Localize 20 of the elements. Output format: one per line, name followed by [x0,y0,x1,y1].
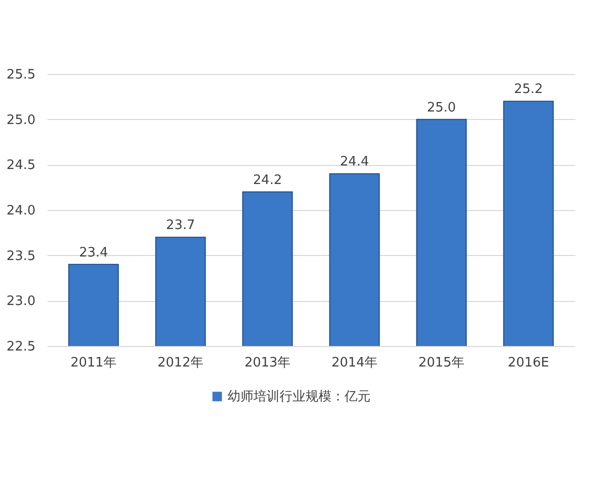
y-tick-label: 25.0 [6,112,36,128]
data-label: 23.4 [79,245,108,260]
data-label: 24.2 [253,172,282,188]
data-label: 25.2 [514,82,543,98]
data-label: 25.0 [427,100,456,116]
x-tick-label: 2016E [508,356,550,370]
x-tick-label: 2012年 [157,356,204,370]
y-tick-label: 25.5 [6,68,36,82]
x-tick-label: 2015年 [418,356,465,370]
data-label: 23.7 [166,218,195,234]
x-tick-label: 2014年 [331,356,378,370]
legend-label: 幼师培训行业规模：亿元 [228,390,371,404]
y-tick-label: 22.5 [6,340,36,354]
y-tick-label: 23.0 [6,294,36,310]
y-tick-label: 24.5 [6,158,36,174]
x-tick-label: 2013年 [244,356,291,370]
y-tick-label: 23.5 [6,248,36,264]
y-tick-label: 24.0 [6,204,36,218]
x-tick-label: 2011年 [70,356,117,370]
data-label: 24.4 [340,154,369,170]
